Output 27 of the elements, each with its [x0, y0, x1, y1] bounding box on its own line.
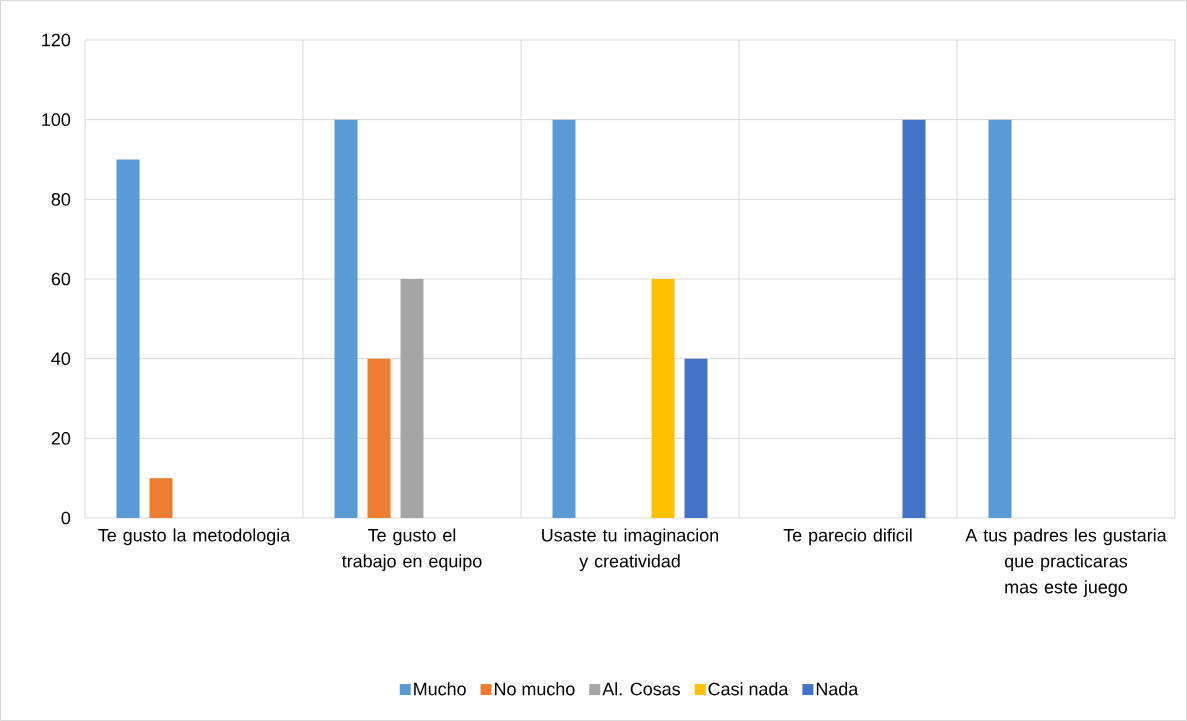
x-tick-label: Te parecio dificil	[783, 528, 912, 546]
y-tick-label: 60	[51, 272, 71, 286]
legend-label: Al. Cosas	[602, 682, 680, 696]
y-tick-label: 100	[42, 113, 71, 126]
y-tick-label: 120	[42, 33, 71, 47]
legend-label: No mucho	[495, 682, 575, 696]
y-tick-label: 80	[51, 192, 71, 206]
bar	[367, 358, 391, 518]
bar	[149, 478, 173, 518]
bar	[400, 278, 424, 518]
bar	[552, 119, 576, 518]
bar	[116, 159, 140, 518]
legend-label: Casi nada	[708, 682, 789, 696]
x-tick-label: Te gusto la metodologia	[98, 528, 291, 546]
legend-label: Nada	[816, 682, 859, 696]
bar	[651, 278, 675, 518]
x-tick-label: A tus padres les gustaria que practicaras mas este juego	[965, 528, 1167, 597]
bar	[988, 119, 1012, 518]
legend-label: Mucho	[414, 682, 466, 696]
x-tick-label: Te gusto el trabajo en equipo	[341, 528, 482, 572]
y-tick-label: 40	[51, 352, 71, 365]
bar	[902, 119, 926, 518]
y-tick-label: 20	[51, 431, 71, 445]
bar	[334, 119, 358, 518]
bar	[684, 358, 708, 518]
x-tick-label: Usaste tu imaginacion y creatividad	[542, 528, 718, 572]
y-tick-label: 0	[61, 511, 71, 525]
